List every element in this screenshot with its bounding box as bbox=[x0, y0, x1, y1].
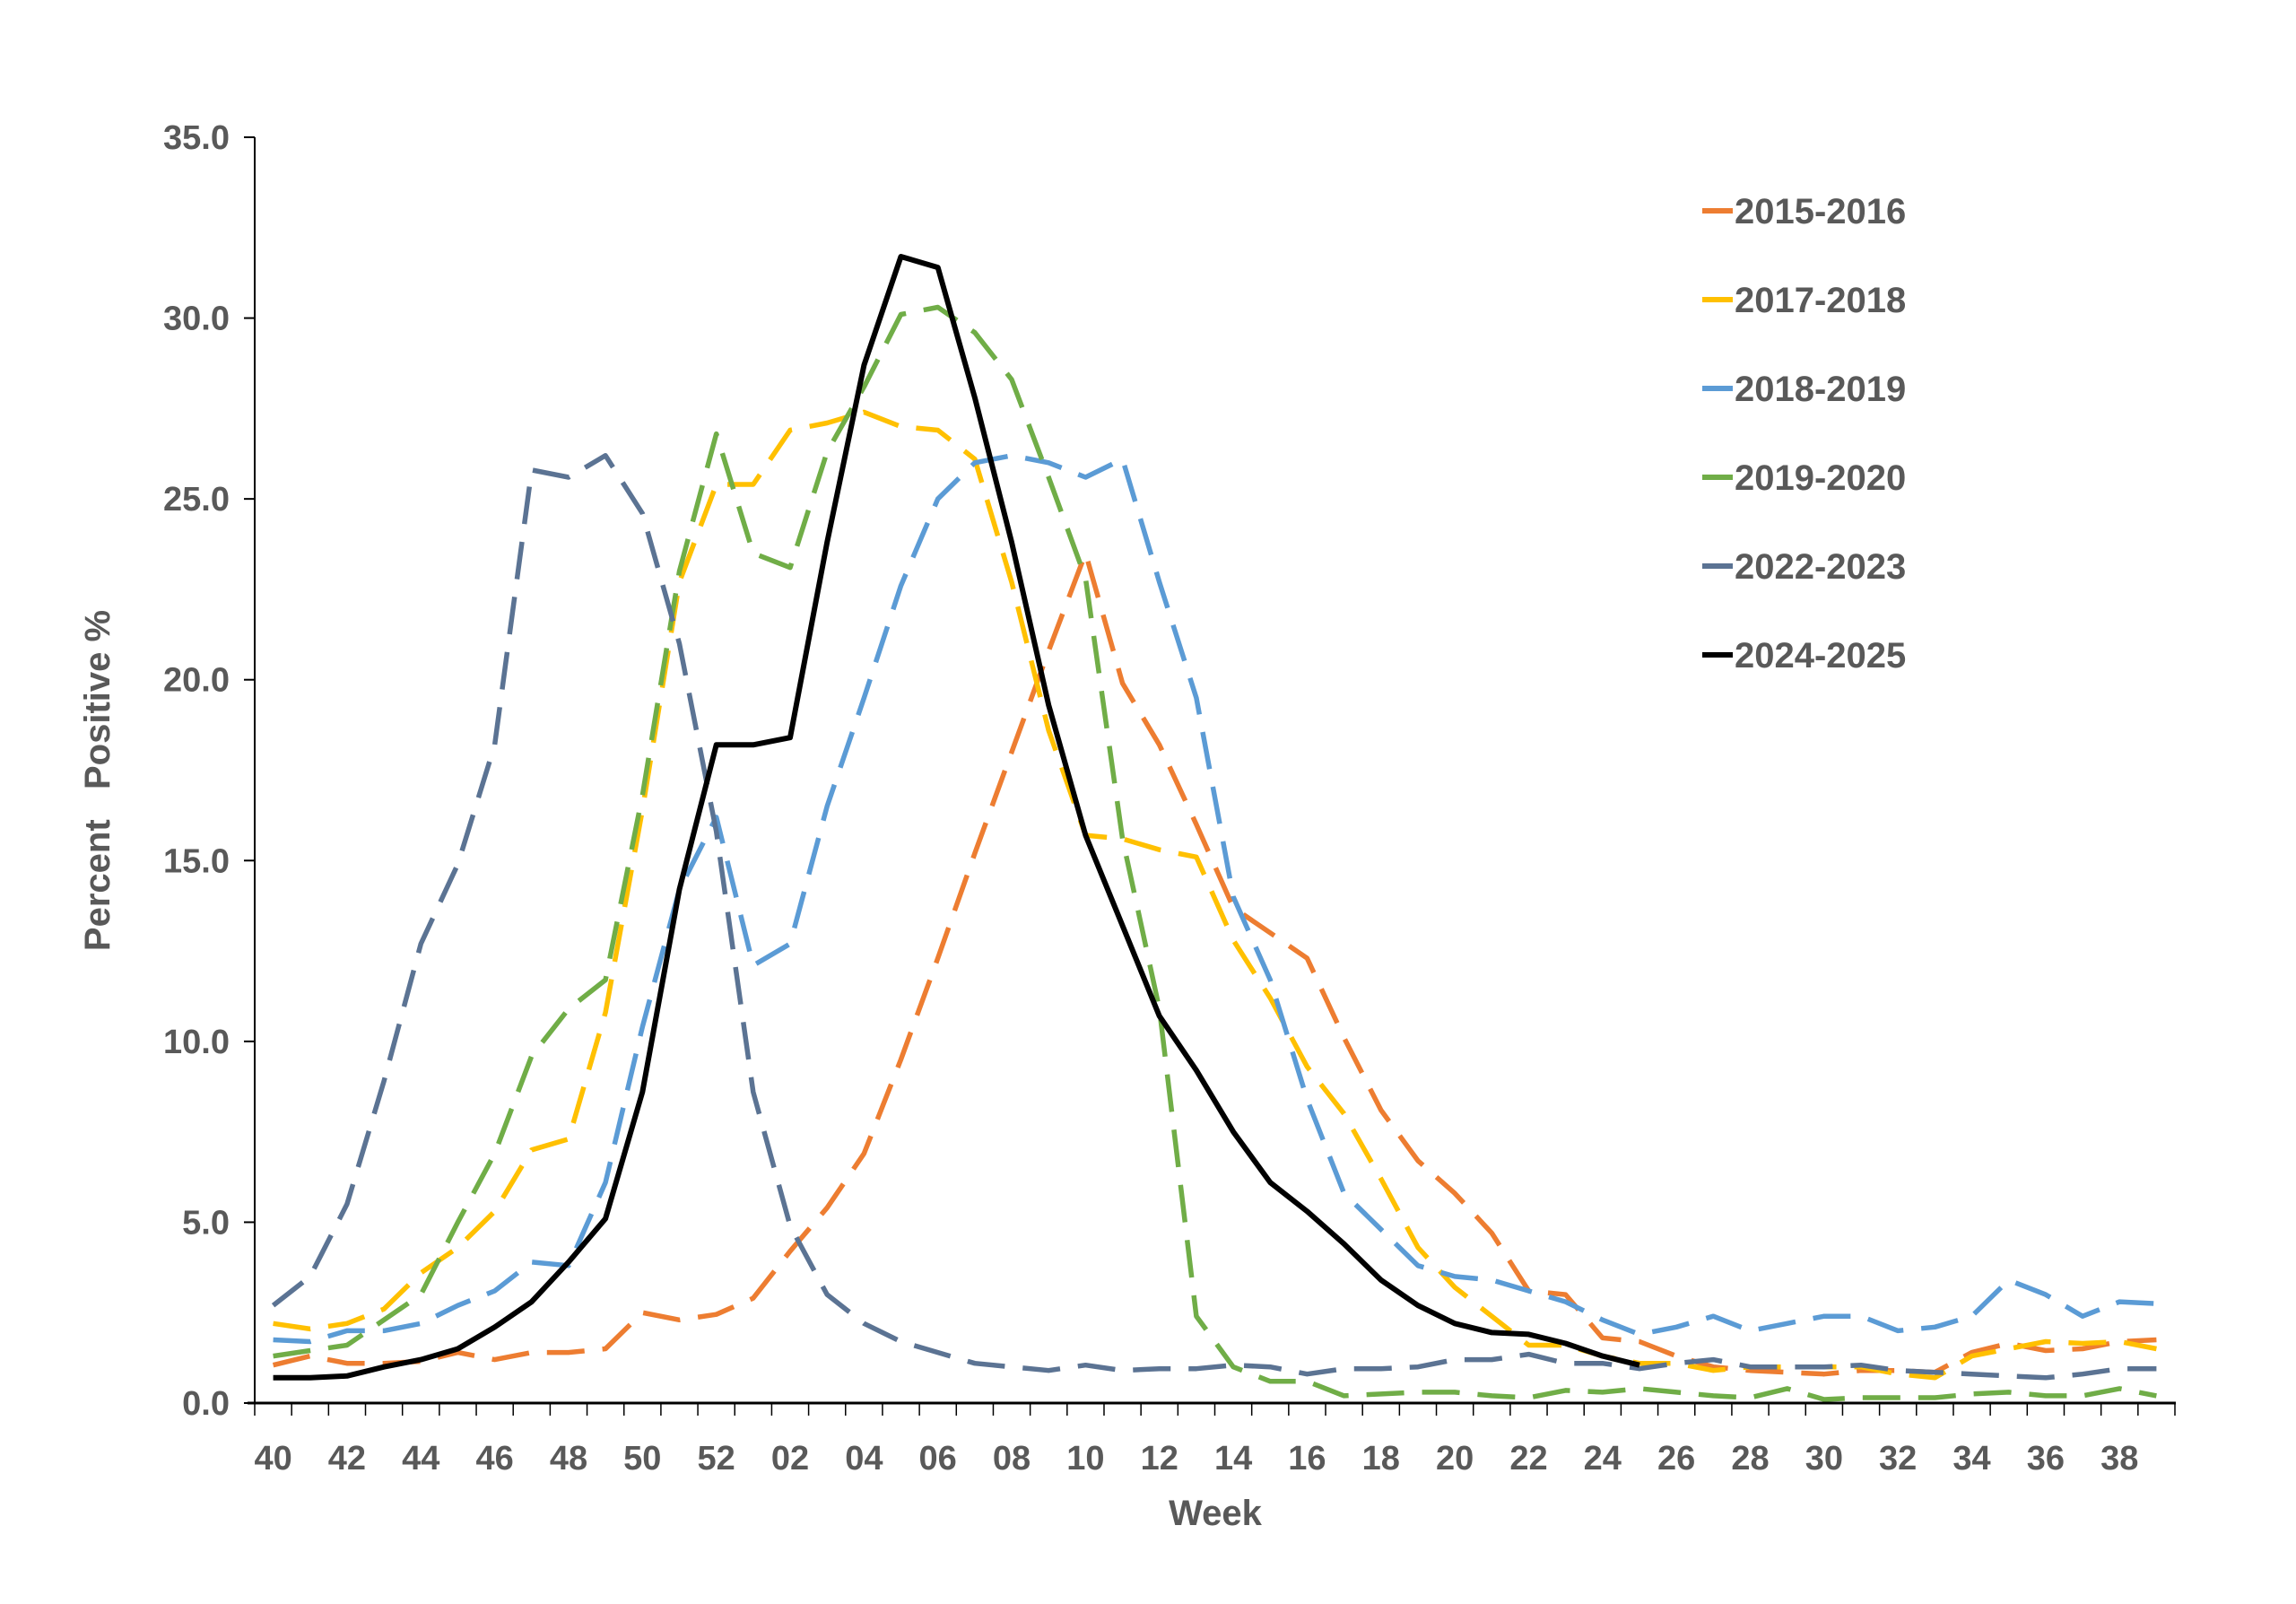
x-tick-label: 24 bbox=[1584, 1440, 1622, 1478]
x-tick-label: 50 bbox=[623, 1440, 661, 1478]
y-tick-label: 5.0 bbox=[182, 1204, 230, 1242]
x-tick-label: 02 bbox=[771, 1440, 809, 1478]
x-tick-label: 40 bbox=[254, 1440, 291, 1478]
x-tick-label: 14 bbox=[1214, 1440, 1252, 1478]
x-tick-label: 38 bbox=[2100, 1440, 2138, 1478]
x-tick-label: 48 bbox=[550, 1440, 587, 1478]
legend: 2015-2016 2017-2018 2018-2019 2019-2020 2022… bbox=[1702, 192, 1906, 676]
x-tick-label: 44 bbox=[402, 1440, 439, 1478]
x-tick-label: 26 bbox=[1657, 1440, 1695, 1478]
series-line-2024-2025 bbox=[273, 254, 1640, 1381]
series-lines bbox=[271, 254, 2157, 1402]
x-tick-label: 36 bbox=[2027, 1440, 2065, 1478]
y-tick-label: 20.0 bbox=[163, 662, 230, 700]
y-tick-label: 25.0 bbox=[163, 481, 230, 519]
x-tick-label: 46 bbox=[475, 1440, 513, 1478]
series-line-2017-2018 bbox=[273, 409, 2157, 1381]
x-tick-label: 10 bbox=[1066, 1440, 1104, 1478]
x-axis-label: Week bbox=[1169, 1494, 1263, 1533]
x-tick-label: 28 bbox=[1731, 1440, 1769, 1478]
series-line-2022-2023 bbox=[271, 453, 2157, 1381]
x-tick-label: 30 bbox=[1805, 1440, 1843, 1478]
y-tick-label: 30.0 bbox=[163, 301, 230, 338]
x-tick-label: 42 bbox=[328, 1440, 366, 1478]
legend-label: 2015-2016 bbox=[1735, 192, 1906, 231]
x-tick-label: 34 bbox=[1952, 1440, 1990, 1478]
y-axis-ticks: 0.0 5.0 10.0 15.0 20.0 25.0 30.0 35.0 bbox=[163, 119, 255, 1423]
x-tick-label: 20 bbox=[1436, 1440, 1474, 1478]
x-tick-label: 06 bbox=[919, 1440, 957, 1478]
y-tick-label: 0.0 bbox=[182, 1385, 230, 1423]
x-tick-label: 18 bbox=[1362, 1440, 1400, 1478]
legend-label: 2017-2018 bbox=[1735, 281, 1906, 320]
y-tick-label: 15.0 bbox=[163, 842, 230, 880]
legend-label: 2024-2025 bbox=[1735, 636, 1906, 676]
x-axis-ticks: 40 42 44 46 48 50 52 02 04 06 08 10 12 14 16 18 20 22 24 26… bbox=[254, 1403, 2176, 1478]
series-line-2018-2019 bbox=[273, 453, 2157, 1345]
y-tick-label: 35.0 bbox=[163, 119, 230, 157]
x-tick-label: 12 bbox=[1141, 1440, 1178, 1478]
legend-label: 2022-2023 bbox=[1735, 547, 1906, 587]
x-tick-label: 08 bbox=[993, 1440, 1031, 1478]
y-tick-label: 10.0 bbox=[163, 1024, 230, 1061]
legend-label: 2019-2020 bbox=[1735, 458, 1906, 498]
series-line-2015-2016 bbox=[272, 550, 2157, 1377]
x-tick-label: 16 bbox=[1288, 1440, 1326, 1478]
x-tick-label: 32 bbox=[1879, 1440, 1917, 1478]
x-tick-label: 04 bbox=[845, 1440, 883, 1478]
y-axis-label: Percent Positive % bbox=[78, 610, 117, 951]
x-tick-label: 52 bbox=[698, 1440, 735, 1478]
series-line-2019-2020 bbox=[273, 304, 2157, 1402]
x-tick-label: 22 bbox=[1509, 1440, 1547, 1478]
legend-label: 2018-2019 bbox=[1735, 370, 1906, 409]
